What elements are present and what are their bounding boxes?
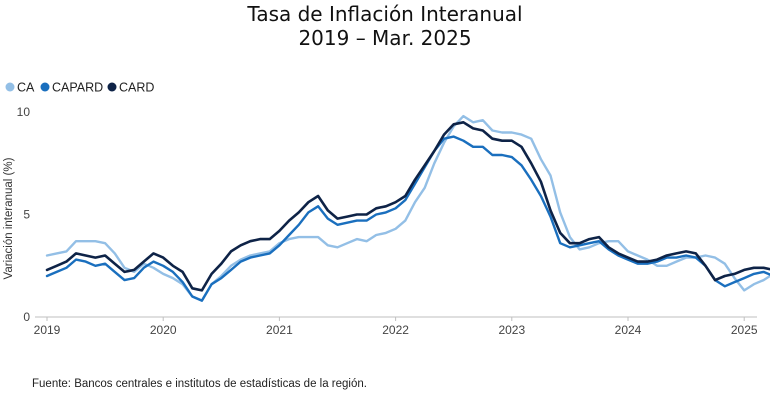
y-axis-label: Variación interanual (%) — [3, 157, 15, 279]
x-tick-label: 2025 — [731, 323, 758, 337]
series-line-card — [45, 121, 770, 292]
x-tick-label: 2023 — [498, 323, 525, 337]
y-tick-label: 5 — [23, 208, 30, 222]
legend-marker-ca — [5, 82, 15, 92]
legend-label-ca: CA — [17, 81, 35, 95]
legend-marker-card — [107, 82, 117, 92]
source-note: Fuente: Bancos centrales e institutos de… — [32, 378, 367, 390]
x-tick-label: 2022 — [382, 323, 409, 337]
legend-marker-capard — [40, 82, 50, 92]
series-line-ca — [45, 114, 770, 302]
y-tick-label: 0 — [23, 310, 30, 324]
legend-label-card: CARD — [119, 81, 154, 95]
series-line-capard — [45, 135, 770, 302]
series-layer — [45, 114, 770, 302]
line-chart: CA CAPARD CARD Variación interanual (%) 0 5 1… — [3, 81, 770, 337]
x-tick-label: 2019 — [34, 323, 61, 337]
legend: CA CAPARD CARD — [5, 81, 154, 95]
axes: Variación interanual (%) 0 5 10 2019 2020 2021… — [3, 105, 758, 337]
x-tick-label: 2020 — [150, 323, 177, 337]
y-tick-label: 10 — [17, 105, 31, 119]
x-tick-label: 2021 — [266, 323, 293, 337]
x-tick-label: 2024 — [615, 323, 642, 337]
chart-title: Tasa de Inflación Interanual — [247, 2, 523, 26]
legend-label-capard: CAPARD — [52, 81, 103, 95]
chart-subtitle: 2019 – Mar. 2025 — [298, 26, 472, 50]
